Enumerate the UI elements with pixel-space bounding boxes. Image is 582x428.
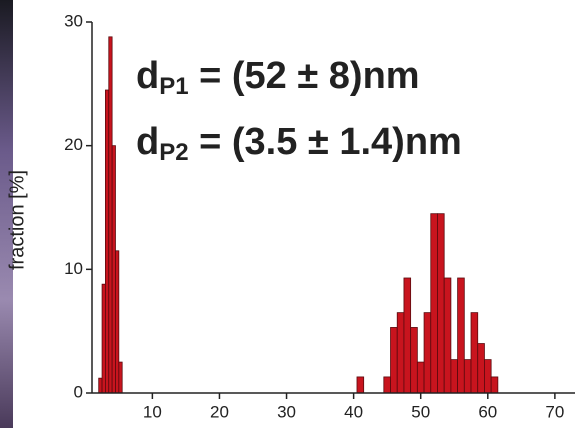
y-tick-label: 10: [64, 259, 83, 278]
y-tick-label: 0: [74, 382, 83, 401]
bar: [111, 145, 116, 394]
x-tick-label: 30: [277, 402, 296, 421]
annotation-text: = (3.5 ± 1.4)nm: [189, 121, 462, 163]
x-tick-label: 50: [411, 402, 430, 421]
bar: [437, 213, 445, 394]
y-tick-label: 20: [64, 135, 83, 154]
annotation-symbol: d: [136, 55, 159, 97]
bar: [430, 213, 438, 394]
x-tick-label: 40: [344, 402, 363, 421]
bar: [403, 277, 412, 394]
annotation-text: = (52 ± 8)nm: [189, 55, 420, 97]
annotation-subscript: P1: [159, 73, 188, 100]
bar: [101, 283, 106, 394]
bar: [490, 376, 499, 394]
bar: [463, 359, 472, 394]
bar: [450, 359, 459, 394]
bar: [108, 36, 113, 394]
annotation-symbol: d: [136, 121, 159, 163]
bar: [443, 277, 452, 394]
bar: [416, 361, 425, 394]
bar: [410, 327, 418, 394]
bar: [105, 89, 110, 394]
x-tick-label: 10: [143, 402, 162, 421]
bar: [383, 376, 391, 394]
bar: [423, 312, 432, 394]
bar: [98, 377, 103, 394]
bar: [115, 250, 120, 394]
bar: [477, 343, 485, 394]
y-axis-label: fraction [%]: [6, 170, 28, 270]
bar: [484, 359, 492, 394]
bar: [390, 327, 398, 394]
x-tick-label: 70: [545, 402, 564, 421]
bar: [457, 277, 465, 394]
annotation: dP1 = (52 ± 8)nm: [136, 55, 420, 100]
bar: [356, 376, 365, 394]
x-tick-label: 20: [210, 402, 229, 421]
annotation-subscript: P2: [159, 139, 188, 166]
bar: [118, 361, 123, 394]
x-tick-label: 60: [478, 402, 497, 421]
annotation: dP2 = (3.5 ± 1.4)nm: [136, 121, 462, 166]
bar: [396, 312, 405, 394]
bar: [470, 312, 479, 394]
micrograph-edge: [0, 0, 13, 428]
y-tick-label: 30: [64, 11, 83, 30]
